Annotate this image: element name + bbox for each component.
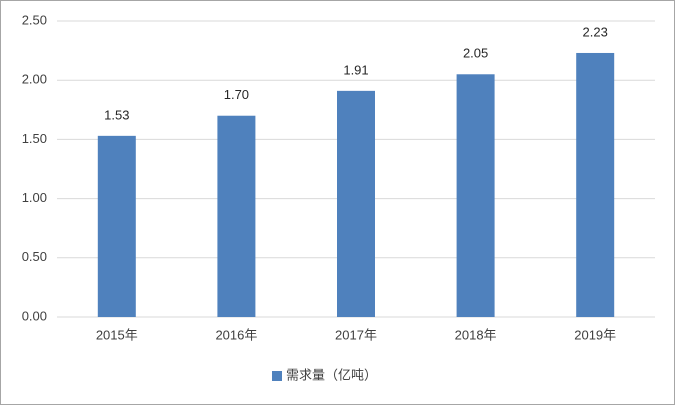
value-label: 1.91	[343, 62, 368, 77]
x-tick-label: 2017年	[335, 327, 377, 342]
value-label: 1.70	[224, 87, 249, 102]
bar	[337, 90, 375, 317]
x-tick-label: 2015年	[96, 327, 138, 342]
y-tick-label: 1.50	[22, 131, 47, 146]
bar	[217, 115, 256, 317]
legend-label: 需求量（亿吨）	[286, 367, 377, 382]
y-tick-label: 1.00	[22, 190, 47, 205]
bar	[97, 135, 136, 317]
y-tick-label: 2.50	[22, 12, 47, 27]
x-tick-label: 2019年	[574, 327, 616, 342]
y-tick-label: 0.50	[22, 249, 47, 264]
x-tick-label: 2016年	[215, 327, 257, 342]
y-tick-label: 0.00	[22, 308, 47, 323]
y-tick-label: 2.00	[22, 72, 47, 87]
bar	[456, 74, 495, 317]
value-label: 1.53	[104, 107, 129, 122]
value-label: 2.05	[463, 46, 488, 61]
value-label: 2.23	[583, 24, 608, 39]
x-tick-label: 2018年	[455, 327, 497, 342]
bar	[576, 52, 615, 318]
legend-swatch	[272, 371, 282, 381]
